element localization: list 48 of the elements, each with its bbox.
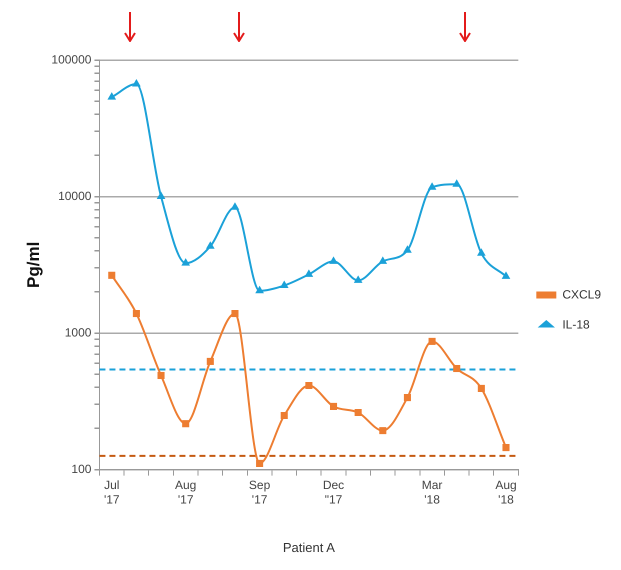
point <box>502 444 510 452</box>
point <box>502 271 510 279</box>
x-tick-label: Sep '17 <box>248 478 271 507</box>
point <box>107 92 116 100</box>
point <box>305 382 312 390</box>
point <box>478 384 485 392</box>
point <box>477 248 486 256</box>
point <box>255 286 264 294</box>
point <box>403 245 412 253</box>
y-tick-label: 100 <box>71 462 92 476</box>
y-tick-label: 100000 <box>51 52 92 66</box>
point <box>453 364 460 372</box>
point <box>280 280 289 288</box>
point <box>378 256 388 264</box>
point <box>354 408 362 416</box>
x-tick-label: Aug '17 <box>175 478 196 507</box>
legend-label: IL-18 <box>562 317 590 332</box>
point <box>108 272 116 279</box>
point <box>132 79 141 87</box>
y-tick-label: 10000 <box>58 188 92 203</box>
point <box>428 182 436 190</box>
point <box>182 420 190 428</box>
x-tick-label: Jul '17 <box>104 478 120 507</box>
point <box>354 275 362 283</box>
point <box>206 358 214 365</box>
x-tick-label: Mar '18 <box>422 478 442 507</box>
point <box>231 310 238 318</box>
legend-label: CXCL9 <box>562 287 602 302</box>
x-tick-label: Aug '18 <box>495 478 517 507</box>
point <box>330 402 338 410</box>
point <box>404 394 411 402</box>
x-tick-label: Dec "17 <box>322 478 344 507</box>
point <box>379 427 386 434</box>
point <box>280 412 288 420</box>
x-axis-title: Patient A <box>282 540 336 555</box>
point <box>452 179 462 187</box>
point <box>428 338 436 345</box>
point <box>329 256 338 264</box>
y-tick-label: 1000 <box>64 325 92 340</box>
point <box>158 372 165 380</box>
point <box>156 192 166 200</box>
point <box>181 258 190 266</box>
point <box>230 202 240 210</box>
point <box>206 241 215 249</box>
y-axis-title: Pg/ml <box>24 242 43 288</box>
point <box>132 310 140 318</box>
point <box>304 269 314 277</box>
point <box>256 460 264 467</box>
